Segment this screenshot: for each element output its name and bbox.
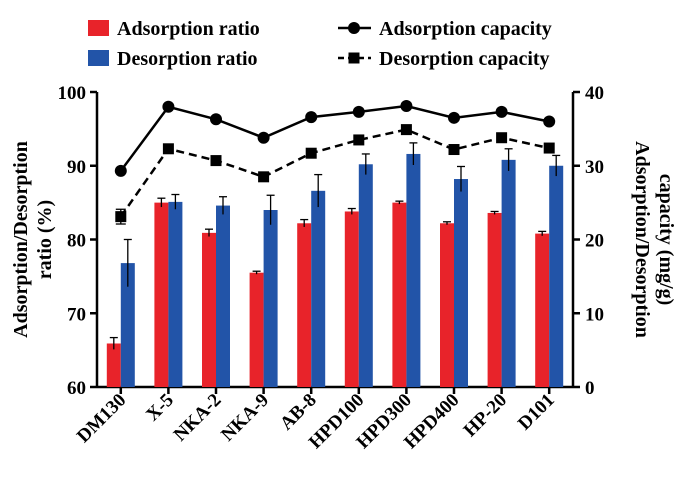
legend: Adsorption ratio Desorption ratio Adsorpti… xyxy=(88,18,552,70)
bar-1 xyxy=(406,153,421,387)
bar-0 xyxy=(487,212,502,387)
bar-1 xyxy=(311,190,326,387)
bar-1 xyxy=(501,159,516,387)
left-tick-label: 100 xyxy=(58,83,87,104)
right-tick-label: 40 xyxy=(585,83,604,104)
x-tick-label: HP-20 xyxy=(460,390,511,441)
x-tick-label: AB-8 xyxy=(276,390,321,435)
left-tick-label: 80 xyxy=(67,231,86,252)
bar-0 xyxy=(297,223,312,387)
bar-1 xyxy=(263,210,278,387)
right-tick-label: 30 xyxy=(585,157,604,178)
bar-1 xyxy=(454,179,468,387)
right-axis-title-line2: capacity (mg/g) xyxy=(655,174,677,306)
line-point-circle xyxy=(352,105,365,118)
legend-swatch xyxy=(88,50,109,66)
legend-label: Desorption capacity xyxy=(379,48,550,70)
bars xyxy=(106,142,564,387)
line-point-square xyxy=(305,147,317,159)
bar-1 xyxy=(120,263,135,387)
right-axis-title-line1: Adsorption/Desorption xyxy=(631,141,653,338)
line-point-circle xyxy=(448,111,460,124)
bar-0 xyxy=(344,211,359,387)
legend-label: Adsorption capacity xyxy=(379,18,552,40)
right-tick-label: 0 xyxy=(585,378,595,399)
line-point-square xyxy=(162,143,174,155)
bar-0 xyxy=(392,202,407,387)
line-point-square xyxy=(448,144,460,156)
left-tick-label: 90 xyxy=(67,157,86,178)
line-0 xyxy=(119,104,550,172)
line-point-circle xyxy=(210,113,222,126)
legend-label: Desorption ratio xyxy=(117,48,258,70)
legend-marker-circle xyxy=(348,22,360,34)
right-tick-label: 20 xyxy=(585,231,604,252)
line-point-circle xyxy=(257,131,270,144)
bar-0 xyxy=(535,233,550,387)
legend-label: Adsorption ratio xyxy=(117,18,260,40)
left-tick-label: 70 xyxy=(67,304,86,325)
bar-0 xyxy=(154,202,169,387)
line-point-square xyxy=(258,171,270,183)
legend-swatch xyxy=(88,20,109,36)
left-tick-label: 60 xyxy=(67,378,86,399)
line-point-circle xyxy=(495,105,508,118)
line-point-square xyxy=(353,134,365,146)
line-point-square xyxy=(210,155,222,167)
left-axis-title-line1: Adsorption/Desorption xyxy=(10,141,32,338)
x-tick-label: D101 xyxy=(514,390,559,435)
bar-0 xyxy=(202,232,216,387)
line-1 xyxy=(119,128,550,218)
x-tick-label: NKA-9 xyxy=(217,390,273,446)
bar-0 xyxy=(249,272,264,387)
bar-0 xyxy=(106,343,121,387)
x-tick-label: X-5 xyxy=(142,390,178,426)
bar-1 xyxy=(216,205,230,387)
line-point-circle xyxy=(162,100,175,113)
line-point-circle xyxy=(305,111,318,124)
left-axis-title-line2: ratio (%) xyxy=(34,200,56,279)
lines xyxy=(114,100,556,225)
legend-marker-square xyxy=(348,52,360,64)
line-point-square xyxy=(543,142,555,154)
x-tick-label: NKA-2 xyxy=(170,390,226,446)
line-point-circle xyxy=(114,164,127,177)
line-point-square xyxy=(115,211,127,223)
line-point-circle xyxy=(543,115,556,128)
bar-1 xyxy=(358,164,373,387)
bar-1 xyxy=(549,165,564,387)
right-tick-label: 10 xyxy=(585,304,604,325)
bar-1 xyxy=(168,201,183,387)
line-point-circle xyxy=(400,100,413,113)
line-point-square xyxy=(496,132,508,144)
line-point-square xyxy=(400,124,412,136)
bar-0 xyxy=(440,223,454,387)
